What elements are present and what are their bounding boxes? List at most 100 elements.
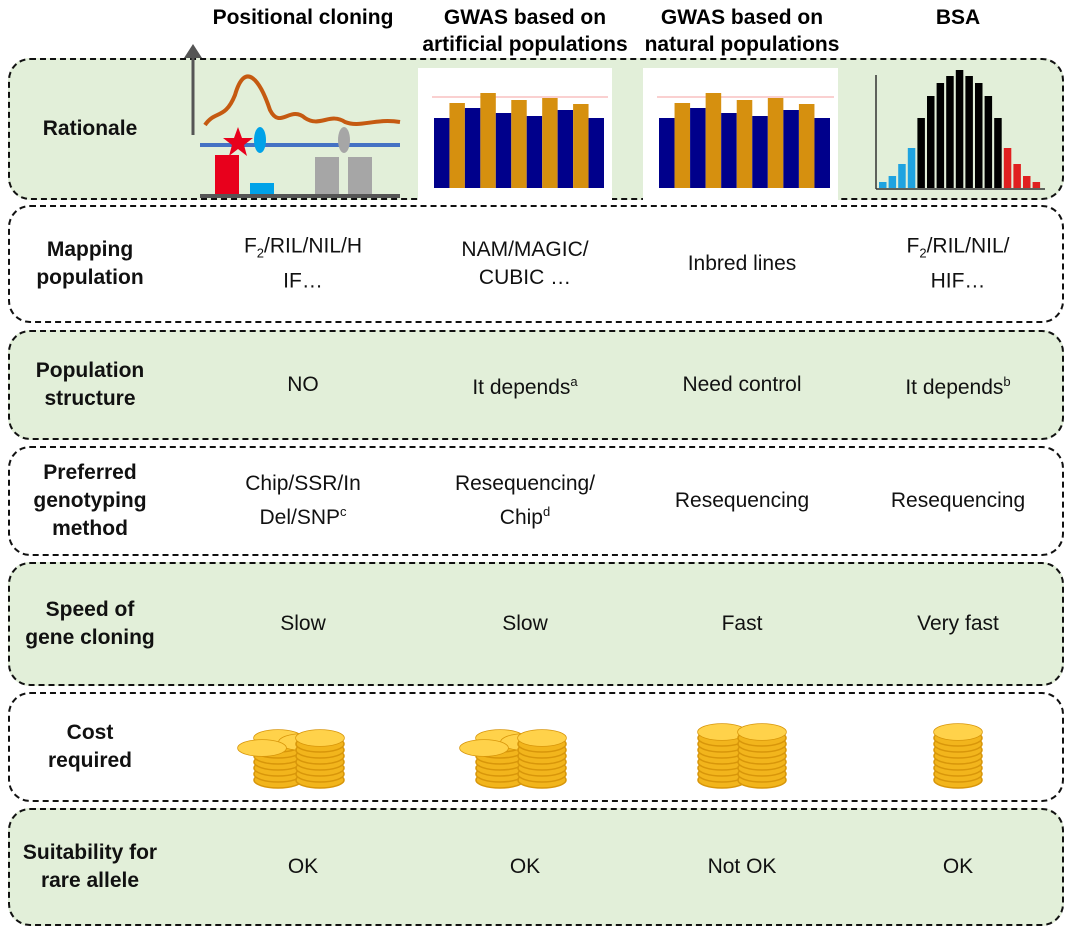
text-run: d [542, 504, 551, 519]
text-line: Inbred lines [688, 250, 797, 278]
coin-top [238, 740, 286, 756]
curve [203, 74, 401, 127]
snp-column [434, 118, 450, 188]
cell: OK [943, 853, 973, 881]
text-line: NO [287, 371, 319, 399]
coin-top [296, 730, 344, 746]
text-line: Fast [722, 610, 763, 638]
hist-bar [946, 76, 954, 188]
label-line: Preferred [43, 461, 137, 484]
snp-column [674, 103, 691, 188]
coin-top [518, 730, 566, 746]
label-line: Population [35, 359, 145, 382]
snp-column [798, 104, 815, 188]
snp-column [814, 118, 830, 188]
star [223, 127, 253, 156]
snp-column [480, 93, 496, 188]
text-run: 2 [919, 245, 927, 261]
row-label: Suitability for rare allele [23, 839, 157, 895]
snp-column [705, 93, 722, 188]
coin-top [698, 724, 746, 740]
cell: Inbred lines [688, 250, 797, 278]
cell: Not OK [708, 853, 777, 881]
label-line: Mapping [46, 238, 134, 261]
row-label: Rationale [43, 115, 138, 143]
snp-column [690, 108, 706, 188]
text-run: It depends [472, 376, 571, 399]
label-line: Speed of [45, 598, 135, 621]
text-run: It depends [905, 376, 1004, 399]
text-line: HIF… [907, 268, 1010, 296]
text-run: Fast [721, 612, 763, 635]
cell: Resequencing [891, 487, 1025, 515]
text-line: It dependsb [905, 368, 1010, 402]
text-run: b [1003, 374, 1011, 389]
snp-column [573, 104, 589, 188]
hist-bar [975, 83, 983, 188]
text-run: Del/SNP [259, 506, 341, 529]
hist-bar [1003, 148, 1012, 188]
text-run: CUBIC … [478, 266, 572, 289]
hist-bar [936, 83, 945, 188]
label-line: population [36, 266, 144, 289]
text-line: OK [510, 853, 540, 881]
label-line: Cost [66, 721, 114, 744]
label-line: structure [44, 387, 136, 410]
hist-bar [994, 118, 1002, 188]
row-label: Speed of gene cloning [25, 596, 155, 652]
label-line: Suitability for [22, 841, 158, 864]
text-line: Slow [280, 610, 326, 638]
bar [215, 155, 239, 195]
marker [254, 127, 266, 153]
row-label: Preferred genotyping method [33, 459, 146, 543]
hist-bar [888, 176, 897, 188]
text-line: F2/RIL/NIL/H [244, 232, 362, 267]
cell: Slow [502, 610, 548, 638]
row-label: Cost required [48, 719, 132, 775]
text-line: Chipd [455, 498, 595, 532]
snp-column [526, 116, 543, 188]
label-line: Rationale [42, 117, 138, 140]
snp-column [752, 116, 768, 188]
text-line: NAM/MAGIC/ [461, 236, 588, 264]
text-run: NO [287, 373, 319, 396]
marker [338, 127, 350, 153]
text-run: OK [509, 855, 541, 878]
text-line: Resequencing [675, 487, 809, 515]
bar [315, 157, 339, 195]
row-box [8, 808, 1064, 926]
text-line: Very fast [917, 610, 999, 638]
row-label: Population structure [36, 357, 145, 413]
hist-bar [917, 118, 925, 188]
text-run: 2 [256, 245, 265, 261]
cell: OK [288, 853, 318, 881]
cell: NO [287, 371, 319, 399]
bar [250, 183, 274, 195]
snp-column [557, 110, 574, 188]
row-box [8, 205, 1064, 323]
column-header: GWAS based on natural populations [645, 4, 840, 58]
text-line: It dependsa [472, 368, 577, 402]
cell: It dependsa [472, 368, 577, 402]
text-line: Resequencing [891, 487, 1025, 515]
text-line: Slow [502, 610, 548, 638]
header-line: GWAS based on [660, 6, 824, 29]
snp-column [588, 118, 604, 188]
row-box [8, 692, 1064, 802]
snp-column [449, 103, 465, 188]
snp-column [464, 108, 481, 188]
text-run: IF… [283, 269, 323, 293]
label-line: rare allele [40, 869, 140, 892]
coin-top [460, 740, 508, 756]
text-run: Slow [502, 612, 548, 635]
hist-bar [907, 148, 916, 188]
text-run: OK [287, 855, 319, 878]
label-line: required [47, 749, 133, 772]
row-box [8, 562, 1064, 686]
cell: Resequencing/Chipd [455, 470, 595, 532]
text-line: Need control [682, 371, 801, 399]
snp-column [511, 100, 527, 188]
row-box [8, 446, 1064, 556]
text-run: Inbred lines [687, 252, 797, 275]
hist-bar [898, 164, 906, 188]
